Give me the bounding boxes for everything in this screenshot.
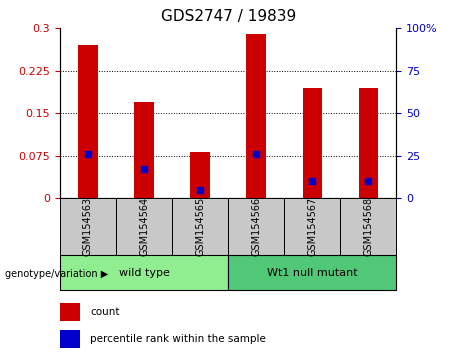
Text: percentile rank within the sample: percentile rank within the sample — [90, 334, 266, 344]
Title: GDS2747 / 19839: GDS2747 / 19839 — [160, 9, 296, 24]
Bar — [284, 198, 340, 255]
Bar — [134, 102, 154, 198]
Text: wild type: wild type — [118, 268, 170, 278]
Bar — [78, 45, 98, 198]
Bar — [60, 198, 116, 255]
Text: GSM154567: GSM154567 — [307, 197, 317, 256]
Bar — [247, 34, 266, 198]
Bar — [116, 198, 172, 255]
Text: GSM154565: GSM154565 — [195, 197, 205, 256]
Bar — [302, 88, 322, 198]
Text: GSM154564: GSM154564 — [139, 197, 149, 256]
Bar — [172, 198, 228, 255]
Bar — [359, 88, 378, 198]
Text: GSM154566: GSM154566 — [251, 197, 261, 256]
Bar — [60, 303, 80, 321]
Text: count: count — [90, 307, 120, 317]
Bar — [60, 330, 80, 348]
Text: GSM154568: GSM154568 — [363, 197, 373, 256]
Bar — [228, 255, 396, 290]
Bar — [190, 152, 210, 198]
Text: genotype/variation ▶: genotype/variation ▶ — [5, 269, 108, 279]
Bar — [228, 198, 284, 255]
Bar — [340, 198, 396, 255]
Bar — [60, 255, 228, 290]
Text: GSM154563: GSM154563 — [83, 197, 93, 256]
Text: Wt1 null mutant: Wt1 null mutant — [267, 268, 358, 278]
